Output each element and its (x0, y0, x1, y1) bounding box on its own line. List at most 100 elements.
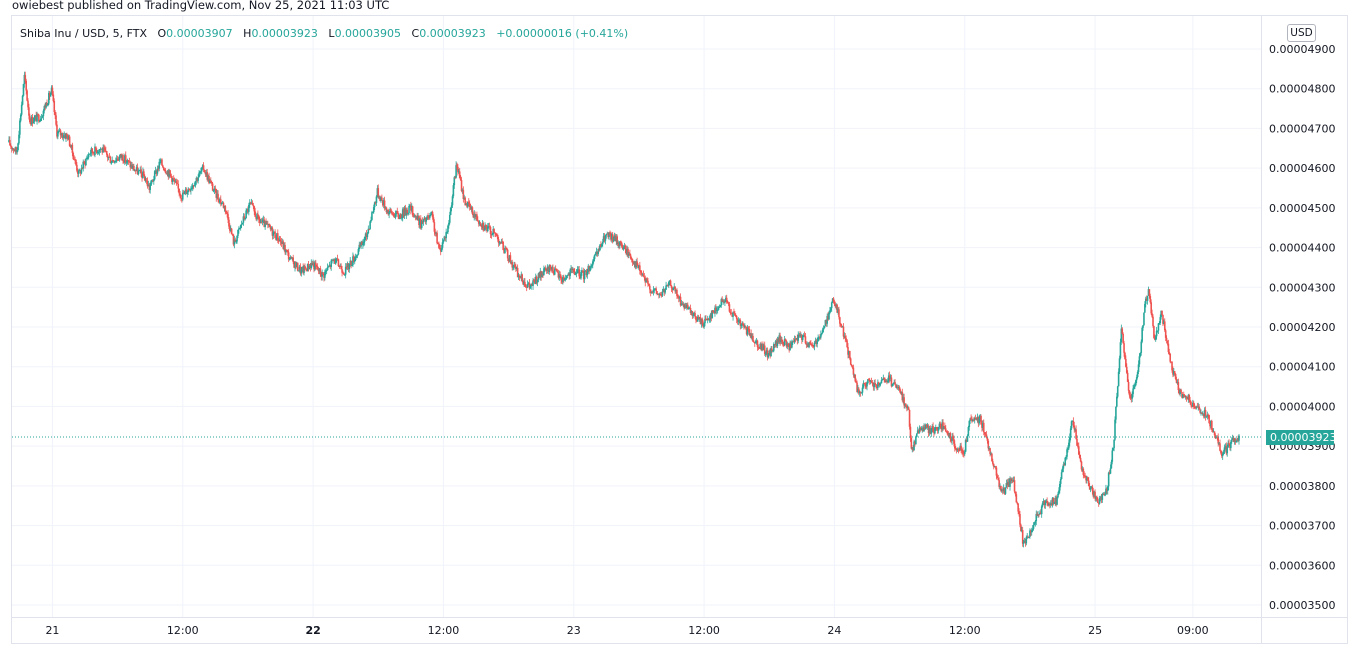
candle-body (324, 271, 326, 278)
time-tick-label: 24 (827, 624, 841, 637)
candle (647, 278, 649, 287)
candle-body (865, 385, 867, 387)
price-tick-label: 0.00003700 (1269, 520, 1335, 533)
candle (1012, 476, 1015, 483)
candle-body (667, 282, 670, 286)
candle (145, 177, 148, 185)
candle (515, 266, 518, 271)
candle-body (570, 268, 572, 270)
candle (633, 260, 636, 268)
candle-body (124, 155, 127, 163)
candle (97, 149, 100, 155)
candle (793, 335, 796, 344)
candle-body (929, 428, 932, 434)
candle (1068, 439, 1070, 451)
candle (83, 160, 85, 164)
candle (1136, 370, 1139, 379)
candle (1104, 491, 1106, 497)
candle (1111, 447, 1114, 465)
candle-body (277, 240, 280, 242)
candle-body (1199, 409, 1201, 413)
candle-body (450, 205, 453, 208)
candle-body (906, 405, 908, 409)
candle-body (968, 420, 971, 428)
candle-body (335, 258, 338, 260)
candle (256, 212, 258, 222)
candle-body (739, 319, 742, 326)
currency-button[interactable]: USD (1287, 24, 1316, 42)
candle-body (700, 318, 703, 325)
candle (8, 136, 10, 143)
candle-body (884, 379, 886, 383)
candle (342, 270, 344, 274)
candle (107, 156, 110, 161)
candle-body (38, 121, 41, 123)
candle-body (856, 382, 858, 393)
candle-body (531, 283, 533, 286)
candle (352, 252, 354, 268)
candle (1126, 370, 1129, 383)
candle-body (305, 268, 307, 270)
candle-body (458, 171, 461, 179)
candle (597, 248, 600, 257)
candle-body (565, 275, 568, 279)
candle (516, 264, 519, 278)
candle (255, 216, 257, 221)
candle-body (453, 177, 456, 186)
candle (282, 239, 285, 250)
candle-body (742, 323, 744, 326)
candle-body (845, 338, 847, 341)
candle-body (830, 302, 833, 309)
candle (201, 164, 204, 170)
candle-body (57, 131, 59, 137)
candle-body (236, 235, 238, 242)
candle-body (578, 269, 580, 277)
candle-body (17, 143, 19, 150)
candle (367, 225, 370, 235)
candle (23, 71, 26, 88)
candle-body (95, 146, 97, 151)
candle (1160, 310, 1162, 320)
candle-body (97, 151, 100, 153)
candle-body (616, 236, 619, 245)
candle (1071, 420, 1074, 423)
candle (181, 189, 184, 202)
candle (288, 257, 291, 261)
candle (731, 312, 733, 318)
candle-body (252, 205, 255, 207)
candle-body (345, 266, 348, 268)
candle (332, 259, 334, 262)
candle (239, 224, 242, 231)
candle-body (860, 392, 863, 394)
candle (544, 265, 547, 272)
candle (1224, 443, 1227, 450)
candle-body (359, 244, 361, 247)
candle-body (1004, 487, 1007, 494)
candle-body (470, 207, 473, 210)
candle-body (18, 134, 20, 144)
candle-body (232, 234, 235, 245)
candle (72, 151, 75, 160)
candle (339, 263, 342, 267)
candle-body (988, 448, 990, 450)
candle (611, 231, 614, 244)
candle (658, 293, 660, 299)
candle (976, 413, 979, 423)
candle (1144, 296, 1147, 308)
candle (924, 424, 926, 431)
candle-body (307, 263, 310, 270)
candle-body (15, 147, 18, 153)
candle-body (1017, 503, 1019, 512)
candle (314, 260, 316, 272)
candle (1191, 404, 1193, 409)
candle-body (287, 252, 290, 260)
candle-body (614, 235, 617, 242)
candle (372, 204, 375, 214)
candle (112, 159, 114, 162)
candle (630, 257, 633, 263)
candle (399, 213, 401, 220)
candle-body (195, 177, 198, 182)
candle (423, 216, 426, 220)
candle (688, 306, 691, 310)
